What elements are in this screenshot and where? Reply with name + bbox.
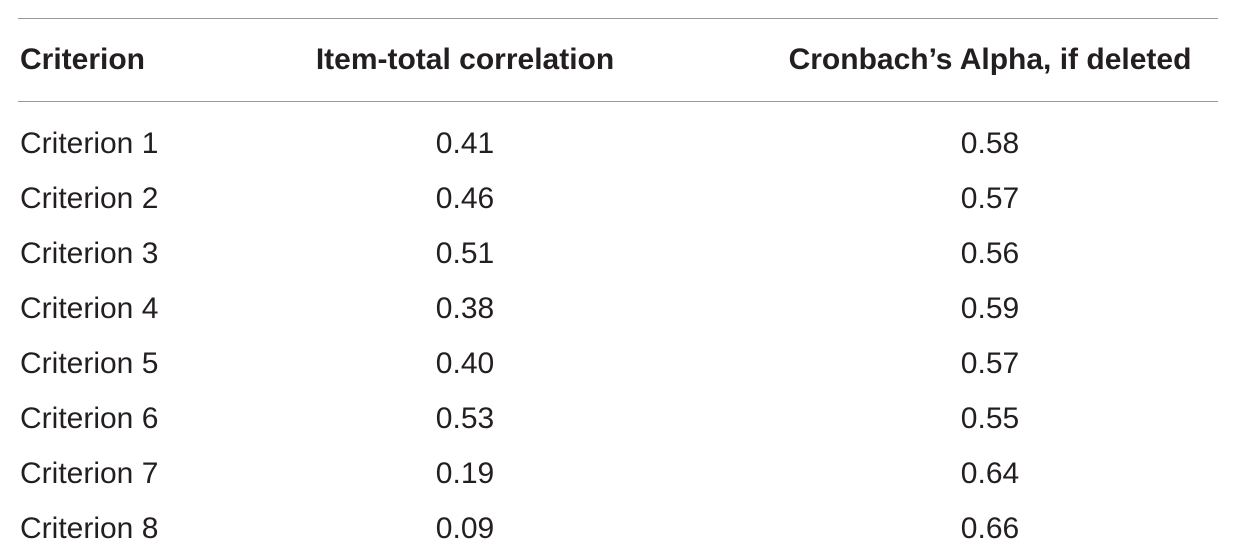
table-cell: Criterion 3 — [20, 237, 159, 270]
table-cell: 0.19 — [435, 457, 495, 490]
header-cell: Cronbach’s Alpha, if deleted — [788, 43, 1192, 76]
table-cell: Criterion 2 — [20, 182, 159, 215]
table-cell: Criterion 1 — [20, 127, 159, 160]
table-cell: 0.59 — [960, 292, 1020, 325]
table-cell: 0.51 — [435, 237, 495, 270]
top-rule — [18, 18, 1218, 19]
table-cell: 0.53 — [435, 402, 495, 435]
header-cell: Item-total correlation — [315, 43, 615, 76]
table-cell: Criterion 8 — [20, 512, 159, 545]
table-cell: 0.46 — [435, 182, 495, 215]
header-rule — [18, 101, 1218, 102]
table-cell: 0.57 — [960, 182, 1020, 215]
table-cell: Criterion 4 — [20, 292, 159, 325]
table-cell: 0.56 — [960, 237, 1020, 270]
table-cell: 0.38 — [435, 292, 495, 325]
header-cell: Criterion — [20, 43, 146, 76]
table-cell: 0.55 — [960, 402, 1020, 435]
table-cell: Criterion 7 — [20, 457, 159, 490]
table-cell: Criterion 5 — [20, 347, 159, 380]
table-cell: 0.57 — [960, 347, 1020, 380]
table-cell: 0.40 — [435, 347, 495, 380]
table-cell: 0.58 — [960, 127, 1020, 160]
table-cell: 0.41 — [435, 127, 495, 160]
table-cell: 0.64 — [960, 457, 1020, 490]
table-cell: Criterion 6 — [20, 402, 159, 435]
table-cell: 0.66 — [960, 512, 1020, 545]
table-cell: 0.09 — [435, 512, 495, 545]
